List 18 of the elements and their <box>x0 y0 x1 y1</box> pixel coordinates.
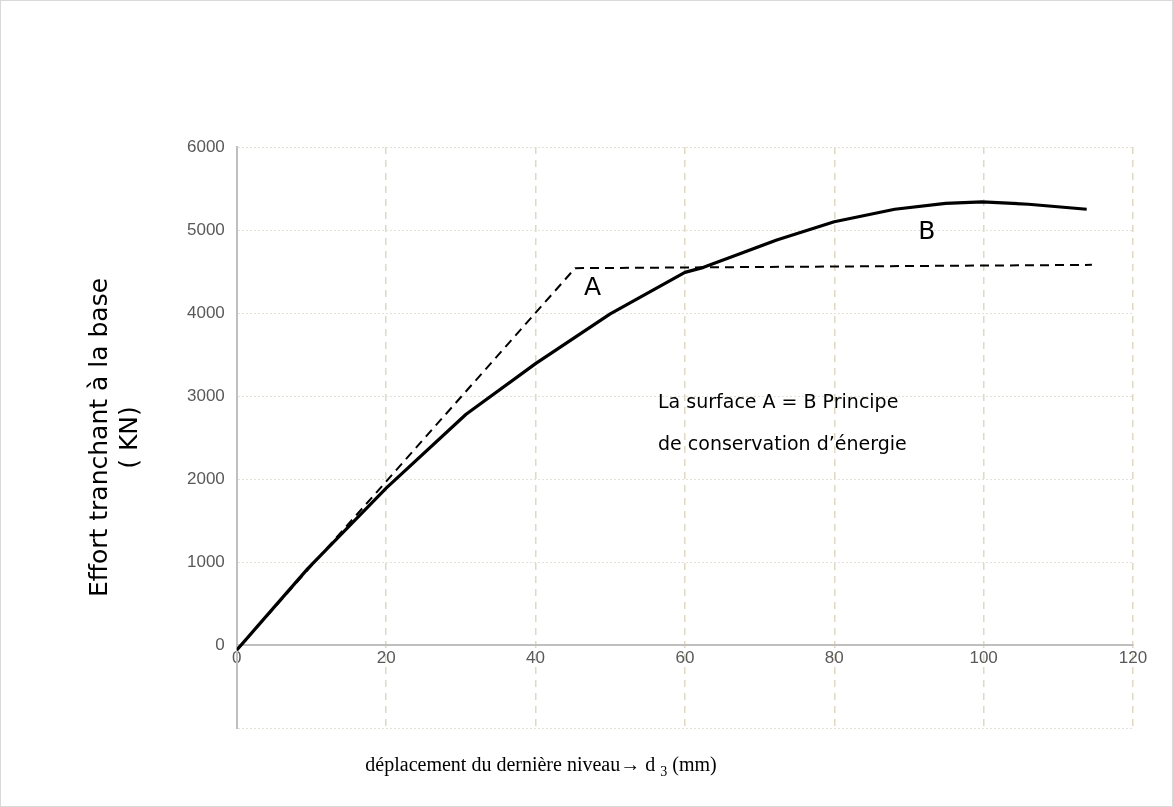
x-tick-label: 20 <box>376 647 396 667</box>
y-tick-label: 1000 <box>186 551 225 571</box>
y-tick-label: 3000 <box>186 385 225 405</box>
y-tick-label: 0 <box>215 634 225 654</box>
y-tick-label: 2000 <box>186 468 225 488</box>
y-tick-label: 4000 <box>186 302 225 322</box>
annotation: A <box>584 271 602 301</box>
x-tick-label: 80 <box>824 647 844 667</box>
y-tick-label: 5000 <box>186 219 225 239</box>
y-tick-label: 6000 <box>186 136 225 156</box>
y-axis-title: Effort tranchant à la base ( KN) <box>83 277 143 598</box>
x-tick-label: 100 <box>969 647 998 667</box>
annotation: La surface A = B Principe de conservation d’énergie <box>658 389 907 454</box>
x-tick-label: 120 <box>1118 647 1148 667</box>
x-tick-label: 60 <box>675 647 695 667</box>
annotation: B <box>918 215 936 245</box>
x-axis-title: déplacement du dernière niveau→ d $_{3}$ (mm) <box>364 753 718 780</box>
x-tick-label: 40 <box>526 647 546 667</box>
